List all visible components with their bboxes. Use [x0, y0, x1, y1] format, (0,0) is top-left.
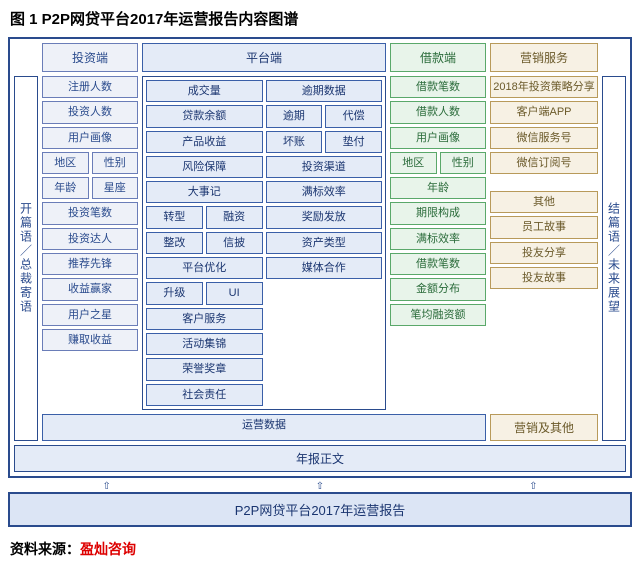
ops-market-bar: 营销及其他 — [490, 414, 598, 441]
platform-cell: 逾期 — [266, 105, 323, 127]
invest-cell: 性别 — [92, 152, 139, 174]
header-invest: 投资端 — [42, 43, 138, 72]
invest-cell: 地区 — [42, 152, 89, 174]
borrow-cell: 笔均融资额 — [390, 304, 486, 326]
borrow-cell: 满标效率 — [390, 228, 486, 250]
up-arrow-icon: ⇧ — [529, 482, 537, 492]
market-cell: 2018年投资策略分享 — [490, 76, 598, 98]
platform-cell: 融资 — [206, 206, 263, 228]
header-borrow: 借款端 — [390, 43, 486, 72]
platform-cell: 整改 — [146, 232, 203, 254]
borrow-cell: 金额分布 — [390, 278, 486, 300]
platform-cell: 贷款余额 — [146, 105, 263, 127]
platform-cell: 坏账 — [266, 131, 323, 153]
borrow-cell: 地区 — [390, 152, 437, 174]
market-column: 2018年投资策略分享 客户端APP 微信服务号 微信订阅号 其他 员工故事 投… — [490, 76, 598, 410]
platform-cell: 大事记 — [146, 181, 263, 203]
platform-cell: 升级 — [146, 282, 203, 304]
market-cell: 投友分享 — [490, 242, 598, 264]
source-line: 资料来源：盈灿咨询 — [0, 533, 640, 565]
platform-cell: 媒体合作 — [266, 257, 383, 279]
borrow-cell: 借款人数 — [390, 101, 486, 123]
borrow-column: 借款笔数 借款人数 用户画像 地区性别 年龄 期限构成 满标效率 借款笔数 金额… — [390, 76, 486, 410]
invest-column: 注册人数 投资人数 用户画像 地区性别 年龄星座 投资笔数 投资达人 推荐先锋 … — [42, 76, 138, 410]
annual-body-bar: 年报正文 — [14, 445, 626, 472]
source-value: 盈灿咨询 — [80, 541, 136, 557]
market-cell: 员工故事 — [490, 216, 598, 238]
market-other-header: 其他 — [490, 191, 598, 213]
platform-cell: UI — [206, 282, 263, 304]
figure-title: 图 1 P2P网贷平台2017年运营报告内容图谱 — [0, 0, 640, 37]
invest-cell: 星座 — [92, 177, 139, 199]
market-cell: 投友故事 — [490, 267, 598, 289]
diagram-frame: 投资端 平台端 借款端 营销服务 开篇语／总裁寄语 注册人数 投资人数 用户画像… — [8, 37, 632, 478]
invest-cell: 用户画像 — [42, 127, 138, 149]
right-vertical-label: 结篇语／未来展望 — [602, 76, 626, 441]
platform-cell: 代偿 — [325, 105, 382, 127]
platform-cell: 资产类型 — [266, 232, 383, 254]
platform-cell: 产品收益 — [146, 131, 263, 153]
invest-cell: 注册人数 — [42, 76, 138, 98]
borrow-cell: 用户画像 — [390, 127, 486, 149]
platform-cell: 社会责任 — [146, 384, 263, 406]
invest-cell: 投资达人 — [42, 228, 138, 250]
platform-cell: 投资渠道 — [266, 156, 383, 178]
up-arrow-icon: ⇧ — [316, 482, 324, 492]
borrow-cell: 年龄 — [390, 177, 486, 199]
platform-cell: 垫付 — [325, 131, 382, 153]
borrow-cell: 性别 — [440, 152, 487, 174]
invest-cell: 赚取收益 — [42, 329, 138, 351]
platform-cell: 风险保障 — [146, 156, 263, 178]
platform-cell: 信披 — [206, 232, 263, 254]
platform-cell: 转型 — [146, 206, 203, 228]
platform-cell: 满标效率 — [266, 181, 383, 203]
borrow-cell: 借款笔数 — [390, 76, 486, 98]
platform-cell: 成交量 — [146, 80, 263, 102]
report-title-bar: P2P网贷平台2017年运营报告 — [8, 492, 632, 527]
header-row: 投资端 平台端 借款端 营销服务 — [14, 43, 626, 72]
up-arrow-icon: ⇧ — [102, 482, 110, 492]
platform-column: 成交量 贷款余额 产品收益 风险保障 大事记 转型融资 整改信披 平台优化 升级… — [142, 76, 386, 410]
header-platform: 平台端 — [142, 43, 386, 72]
invest-cell: 推荐先锋 — [42, 253, 138, 275]
platform-cell: 荣誉奖章 — [146, 358, 263, 380]
market-cell: 微信订阅号 — [490, 152, 598, 174]
source-label: 资料来源： — [10, 541, 80, 557]
invest-cell: 投资笔数 — [42, 202, 138, 224]
invest-cell: 用户之星 — [42, 304, 138, 326]
borrow-cell: 期限构成 — [390, 202, 486, 224]
platform-cell: 平台优化 — [146, 257, 263, 279]
borrow-cell: 借款笔数 — [390, 253, 486, 275]
platform-cell: 奖励发放 — [266, 206, 383, 228]
invest-cell: 收益赢家 — [42, 278, 138, 300]
arrow-row: ⇧ ⇧ ⇧ — [0, 482, 640, 492]
header-market: 营销服务 — [490, 43, 598, 72]
invest-cell: 投资人数 — [42, 101, 138, 123]
platform-cell: 逾期数据 — [266, 80, 383, 102]
left-vertical-label: 开篇语／总裁寄语 — [14, 76, 38, 441]
invest-cell: 年龄 — [42, 177, 89, 199]
ops-data-bar: 运营数据 — [42, 414, 486, 441]
market-cell: 客户端APP — [490, 101, 598, 123]
platform-cell: 活动集锦 — [146, 333, 263, 355]
platform-cell: 客户服务 — [146, 308, 263, 330]
market-cell: 微信服务号 — [490, 127, 598, 149]
